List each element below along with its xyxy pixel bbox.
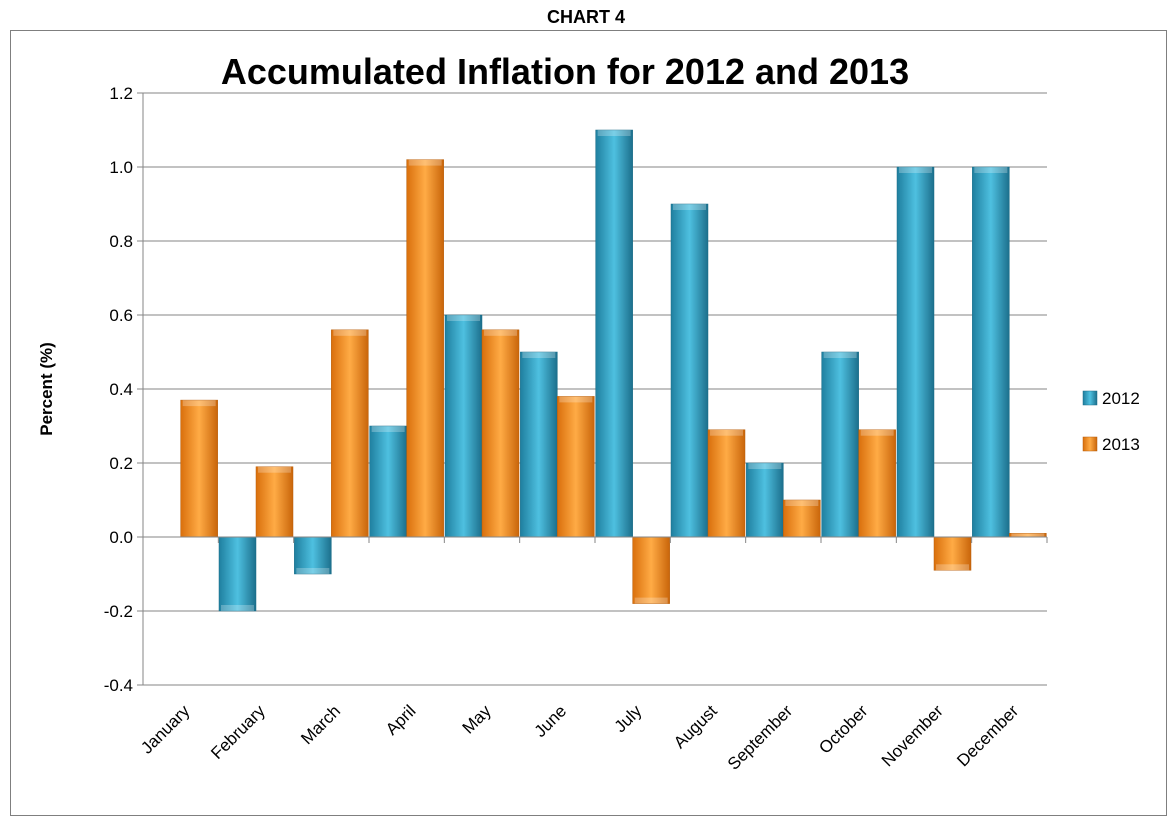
bar-cap	[333, 329, 367, 336]
x-category-label: April	[382, 701, 419, 738]
bar-cap	[974, 167, 1008, 173]
y-tick-label: -0.2	[104, 602, 133, 621]
bar-cap	[785, 500, 819, 506]
bar-cap	[673, 204, 706, 210]
bar-2013-october	[858, 429, 896, 538]
bar-2012-june	[520, 351, 558, 538]
x-category-label: November	[878, 701, 947, 770]
bars	[180, 129, 1047, 612]
bar-cap	[936, 564, 969, 571]
x-category-label: January	[137, 701, 194, 758]
y-tick-label: 0.4	[109, 380, 133, 399]
category-labels: January February March April May June July Augu…	[137, 701, 1022, 774]
legend: 2012 2013	[1082, 389, 1140, 454]
bar-2012-july	[595, 129, 633, 538]
x-category-label: June	[531, 701, 571, 741]
bar-2012-november	[896, 166, 935, 538]
bar-cap	[484, 329, 517, 336]
bar-2012-february	[218, 536, 257, 612]
y-tick-label: 0.0	[109, 528, 133, 547]
bar-cap	[1011, 533, 1045, 540]
x-category-label: August	[670, 701, 721, 752]
bar-2013-august	[707, 429, 746, 538]
bar-2013-april	[406, 159, 444, 538]
legend-swatch-2012	[1082, 390, 1098, 406]
bar-cap	[748, 463, 782, 469]
bar-2012-april	[369, 425, 407, 538]
axes	[142, 93, 1048, 685]
x-category-label: May	[459, 701, 495, 737]
bar-2013-june	[557, 396, 595, 538]
y-tick-label: 1.2	[109, 84, 133, 103]
x-category-label: December	[953, 701, 1022, 770]
y-tick-label: 0.6	[109, 306, 133, 325]
bar-cap	[823, 352, 857, 358]
bar-cap	[634, 597, 668, 604]
x-category-label: February	[207, 701, 269, 763]
legend-swatch-2013	[1082, 436, 1098, 452]
bar-2012-may	[444, 314, 483, 538]
bar-2012-october	[821, 351, 859, 538]
legend-label-2013: 2013	[1102, 435, 1140, 454]
bar-2013-july	[632, 536, 670, 604]
bar-cap	[296, 568, 330, 574]
y-axis-ticks: 1.2 1.0 0.8 0.6 0.4 0.2 0.0 -0.2 -0.4	[104, 84, 143, 695]
x-category-label: September	[724, 701, 796, 773]
chart-frame	[10, 30, 1167, 816]
bar-cap	[371, 426, 405, 432]
bar-cap	[710, 429, 743, 436]
y-tick-label: 1.0	[109, 158, 133, 177]
bar-2013-march	[331, 329, 369, 538]
legend-label-2012: 2012	[1102, 389, 1140, 408]
bar-cap	[860, 429, 894, 436]
bar-2013-september	[783, 499, 821, 538]
bar-2012-december	[972, 166, 1010, 538]
bar-cap	[447, 315, 480, 321]
bar-2013-may	[481, 329, 520, 538]
y-axis-label: Percent (%)	[37, 342, 56, 436]
bar-2012-march	[294, 536, 332, 575]
bar-cap	[522, 352, 556, 358]
bar-cap	[899, 167, 932, 173]
bar-2012-september	[746, 462, 784, 538]
x-category-label: March	[297, 701, 344, 748]
y-tick-label: -0.4	[104, 676, 133, 695]
chart-title: Accumulated Inflation for 2012 and 2013	[221, 51, 909, 92]
x-category-label: October	[815, 701, 871, 757]
bar-cap	[597, 130, 631, 136]
bar-cap	[258, 466, 291, 473]
y-tick-label: 0.2	[109, 454, 133, 473]
chart-number-label: CHART 4	[546, 7, 625, 27]
y-tick-label: 0.8	[109, 232, 133, 251]
bar-cap	[221, 605, 254, 611]
x-category-label: July	[611, 701, 646, 736]
bar-cap	[408, 159, 442, 166]
bar-cap	[559, 396, 593, 403]
bar-cap	[182, 400, 216, 407]
bar-2013-january	[180, 399, 218, 538]
bar-2012-august	[670, 203, 709, 538]
bar-2013-february	[255, 466, 294, 538]
